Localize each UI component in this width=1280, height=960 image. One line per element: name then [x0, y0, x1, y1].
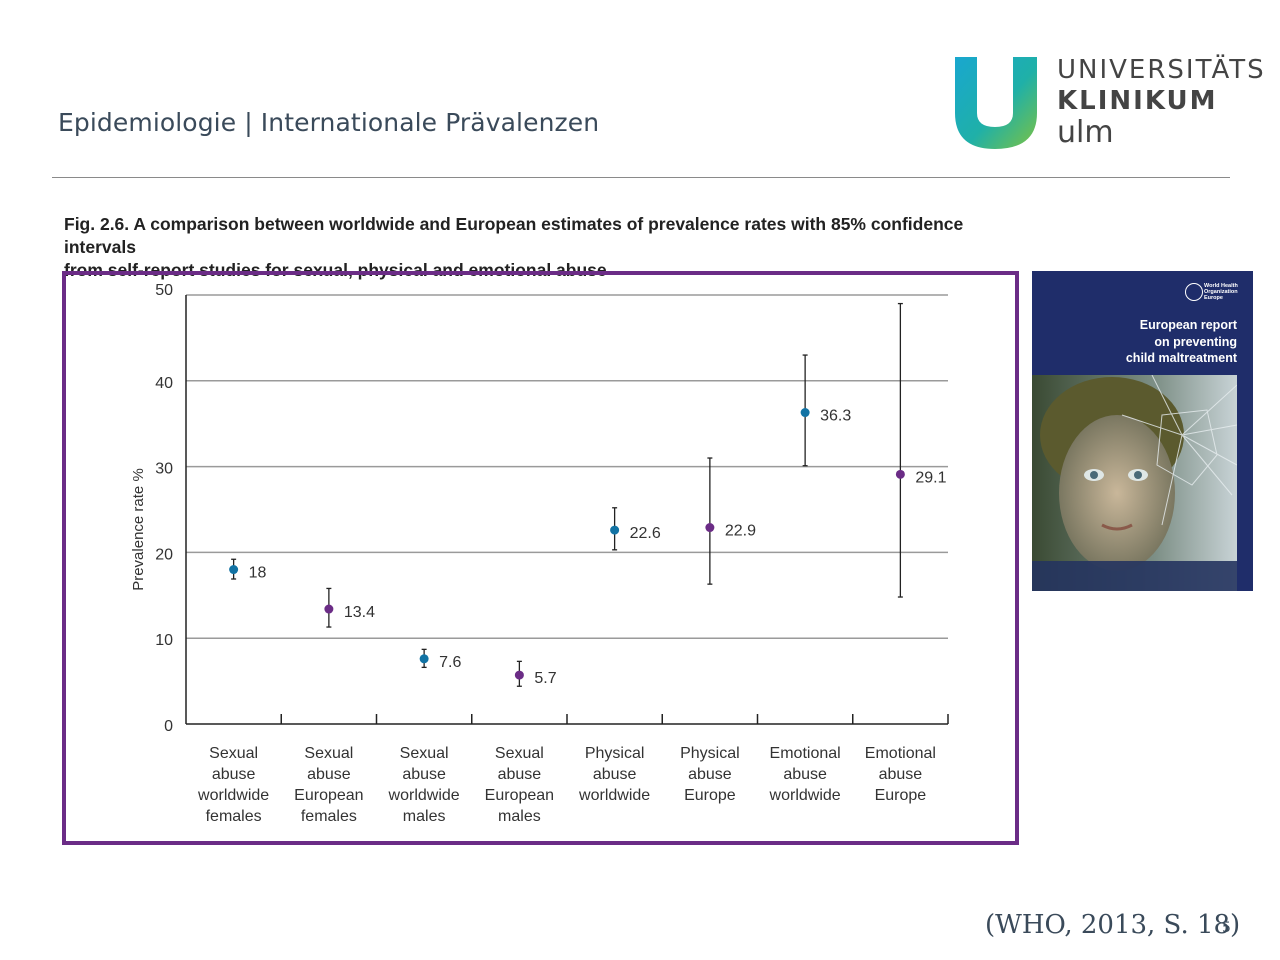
logo-text-line1: UNIVERSITÄTS — [1057, 55, 1266, 85]
x-category-label-5-line-2: abuse — [593, 766, 637, 783]
x-category-label-2-line-1: Sexual — [304, 745, 353, 762]
x-category-label-5-line-3: worldwide — [578, 787, 650, 804]
x-category-label-1-line-1: Sexual — [209, 745, 258, 762]
chart-frame: 0 10 20 30 40 50 Prevalence rate % Sexual abuse w… — [62, 271, 1019, 845]
x-category-label-2-line-2: abuse — [307, 766, 351, 783]
data-label-2: 13.4 — [344, 604, 375, 621]
x-category-label-8-line-2: abuse — [879, 766, 923, 783]
x-category-label-3-line-3: worldwide — [388, 787, 460, 804]
who-org-line1: World Health — [1204, 283, 1238, 289]
who-org-line3: Europe — [1204, 295, 1223, 301]
x-category-label-3-line-1: Sexual — [400, 745, 449, 762]
data-label-3: 7.6 — [439, 654, 461, 671]
header-divider — [52, 177, 1230, 178]
x-category-label-1-line-2: abuse — [212, 766, 256, 783]
logo-text-line3: ulm — [1057, 115, 1114, 150]
data-label-7: 36.3 — [820, 408, 851, 425]
y-tick-label-0: 0 — [164, 718, 173, 735]
figure-caption-line1: Fig. 2.6. A comparison between worldwide… — [64, 214, 964, 257]
x-category-label-7-line-1: Emotional — [770, 745, 841, 762]
figure-caption: Fig. 2.6. A comparison between worldwide… — [64, 213, 1024, 282]
data-label-4: 5.7 — [534, 670, 556, 687]
y-tick-label-30: 30 — [155, 461, 173, 478]
x-category-label-6-line-2: abuse — [688, 766, 732, 783]
report-title-line3: child maltreatment — [1125, 351, 1237, 365]
x-category-label-6-line-3: Europe — [684, 787, 736, 804]
x-category-label-8-line-3: Europe — [875, 787, 927, 804]
data-point-8 — [895, 469, 905, 479]
y-tick-label-50: 50 — [155, 282, 173, 299]
report-title-line2: on preventing — [1154, 334, 1237, 349]
data-point-6 — [705, 523, 715, 533]
x-category-label-4-line-4: males — [498, 808, 541, 825]
data-point-3 — [419, 654, 429, 664]
x-category-label-4-line-2: abuse — [498, 766, 542, 783]
x-category-label-8-line-1: Emotional — [865, 745, 936, 762]
x-category-label-1-line-3: worldwide — [197, 787, 269, 804]
slide-title: Epidemiologie | Internationale Prävalenz… — [58, 108, 600, 137]
data-label-6: 22.9 — [725, 523, 756, 540]
y-tick-label-20: 20 — [155, 546, 173, 563]
x-category-label-5-line-1: Physical — [585, 745, 645, 762]
who-emblem-icon — [1185, 283, 1203, 301]
data-point-5 — [610, 525, 620, 535]
logo-u-icon — [955, 57, 1037, 149]
logo-text-line2: KLINIKUM — [1057, 86, 1218, 116]
who-org-text: World Health Organization Europe — [1204, 283, 1238, 301]
report-cover-title: European report on preventing child malt… — [1126, 317, 1237, 367]
prevalence-chart: 0 10 20 30 40 50 Prevalence rate % Sexual abuse w… — [130, 282, 949, 825]
data-label-5: 22.6 — [630, 525, 661, 542]
x-category-label-2-line-4: females — [301, 808, 357, 825]
x-category-label-4-line-1: Sexual — [495, 745, 544, 762]
data-label-1: 18 — [249, 565, 267, 582]
data-point-2 — [324, 604, 334, 614]
who-org-line2: Organization — [1204, 289, 1238, 295]
report-title-line1: European report — [1139, 318, 1237, 332]
data-point-4 — [514, 670, 524, 680]
x-category-label-4-line-3: European — [485, 787, 554, 804]
x-category-label-3-line-2: abuse — [402, 766, 446, 783]
x-category-label-3-line-4: males — [403, 808, 446, 825]
x-category-label-7-line-3: worldwide — [769, 787, 841, 804]
citation: (WHO, 2013, S. 18) — [985, 910, 1241, 940]
page-number: 5 — [1222, 920, 1231, 936]
child-photo-image — [1032, 375, 1237, 591]
data-label-8: 29.1 — [915, 469, 946, 486]
x-category-label-6-line-1: Physical — [680, 745, 740, 762]
y-tick-label-40: 40 — [155, 375, 173, 392]
university-logo: UNIVERSITÄTS KLINIKUM ulm — [955, 55, 1264, 150]
figure-caption-line2: from self-report studies for sexual, phy… — [64, 260, 607, 280]
data-point-7 — [800, 408, 810, 418]
data-point-1 — [229, 565, 239, 575]
y-tick-label-10: 10 — [155, 632, 173, 649]
x-category-label-1-line-4: females — [206, 808, 262, 825]
x-category-label-7-line-2: abuse — [783, 766, 827, 783]
report-cover-image: World Health Organization Europe Europea… — [1032, 271, 1253, 591]
x-category-label-2-line-3: European — [294, 787, 363, 804]
y-axis-label: Prevalence rate % — [130, 468, 147, 591]
